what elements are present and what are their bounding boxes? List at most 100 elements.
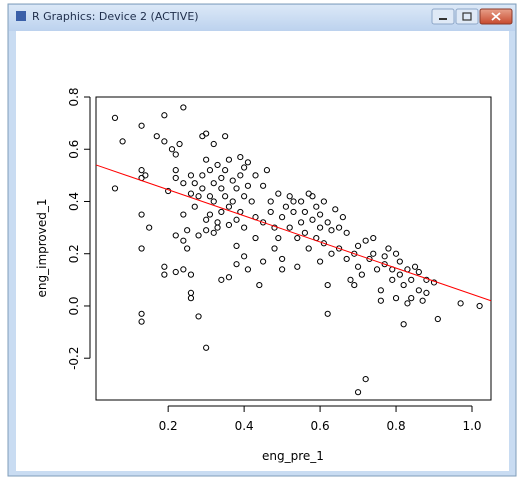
window-title: R Graphics: Device 2 (ACTIVE) bbox=[32, 10, 199, 23]
maximize-glyph bbox=[462, 12, 472, 21]
data-point bbox=[153, 133, 160, 140]
data-point bbox=[195, 193, 202, 200]
data-point bbox=[320, 240, 327, 247]
data-point bbox=[214, 161, 221, 169]
data-point bbox=[184, 227, 191, 234]
data-point bbox=[214, 224, 221, 231]
data-point bbox=[396, 258, 403, 265]
data-point bbox=[195, 232, 202, 239]
data-point bbox=[377, 287, 384, 294]
data-point bbox=[138, 211, 145, 218]
data-point bbox=[373, 266, 381, 273]
data-point bbox=[260, 182, 267, 189]
data-point bbox=[324, 310, 331, 317]
data-point bbox=[316, 224, 324, 231]
data-point bbox=[328, 250, 335, 257]
data-point bbox=[252, 172, 259, 179]
data-point bbox=[172, 174, 179, 182]
data-point bbox=[241, 253, 248, 260]
data-point bbox=[301, 208, 308, 216]
data-point bbox=[411, 263, 419, 270]
y-axis-label: eng_improved_1 bbox=[35, 199, 49, 298]
data-point bbox=[199, 185, 206, 192]
y-tick-label: 0.2 bbox=[67, 244, 81, 263]
data-point bbox=[138, 167, 145, 174]
data-point bbox=[119, 138, 126, 145]
data-point bbox=[248, 198, 255, 205]
x-tick-label: 0.2 bbox=[159, 419, 178, 433]
data-point bbox=[434, 315, 441, 323]
data-point bbox=[244, 266, 252, 273]
data-point bbox=[408, 295, 415, 302]
data-point bbox=[206, 211, 214, 218]
data-point bbox=[256, 281, 263, 289]
plot-device bbox=[16, 31, 509, 471]
data-point bbox=[320, 198, 327, 205]
data-point bbox=[206, 193, 214, 200]
maximize-button[interactable] bbox=[455, 8, 479, 25]
data-point bbox=[335, 245, 343, 252]
data-point bbox=[275, 190, 282, 197]
data-point bbox=[377, 297, 384, 304]
data-point bbox=[218, 185, 225, 192]
y-tick-label: 0.4 bbox=[67, 192, 81, 211]
data-point bbox=[225, 203, 233, 210]
data-point bbox=[332, 206, 339, 213]
data-point bbox=[187, 271, 195, 278]
data-point bbox=[301, 229, 308, 236]
data-point bbox=[305, 245, 312, 252]
data-point bbox=[172, 151, 179, 158]
regression-line bbox=[95, 164, 492, 302]
y-tick-label: 0.0 bbox=[67, 296, 81, 315]
data-point bbox=[279, 214, 286, 221]
data-point bbox=[396, 271, 403, 278]
data-point bbox=[263, 167, 271, 174]
data-point bbox=[339, 214, 346, 221]
close-glyph bbox=[491, 12, 501, 21]
data-point bbox=[279, 266, 286, 273]
data-point bbox=[260, 258, 267, 265]
data-point bbox=[286, 193, 293, 200]
data-point bbox=[180, 237, 187, 244]
data-point bbox=[297, 219, 305, 226]
data-point bbox=[218, 276, 225, 283]
data-point bbox=[203, 130, 210, 137]
data-point bbox=[271, 245, 278, 252]
data-point bbox=[225, 274, 233, 281]
data-point bbox=[313, 203, 320, 210]
data-point bbox=[142, 172, 149, 179]
data-point bbox=[138, 310, 145, 317]
data-point bbox=[419, 297, 426, 304]
scatter-plot: eng_pre_1 eng_improved_1 0.2 0.4 0.6 0.8 1.0… bbox=[35, 87, 492, 463]
y-tick-label: 0.8 bbox=[67, 87, 81, 106]
data-point bbox=[267, 208, 274, 216]
data-point bbox=[184, 245, 191, 252]
data-point bbox=[172, 232, 179, 239]
data-point bbox=[210, 198, 217, 205]
data-point bbox=[233, 242, 240, 249]
data-point bbox=[161, 271, 168, 278]
data-point bbox=[328, 227, 335, 234]
data-point bbox=[354, 242, 362, 249]
data-point bbox=[244, 159, 252, 166]
data-point bbox=[252, 234, 259, 242]
data-point bbox=[195, 313, 202, 320]
x-tick-label: 0.6 bbox=[311, 419, 330, 433]
data-point bbox=[309, 216, 316, 223]
data-point bbox=[203, 344, 210, 351]
data-point bbox=[309, 193, 316, 200]
data-point bbox=[218, 208, 225, 216]
data-point bbox=[297, 198, 305, 205]
data-point bbox=[225, 221, 233, 229]
data-point bbox=[362, 376, 369, 383]
data-point bbox=[347, 276, 354, 283]
data-point bbox=[351, 281, 358, 289]
data-point bbox=[180, 180, 187, 187]
minimize-button[interactable] bbox=[431, 8, 455, 25]
data-point bbox=[316, 258, 324, 265]
data-point bbox=[476, 302, 483, 310]
data-point bbox=[241, 193, 248, 200]
data-point bbox=[180, 104, 187, 111]
data-point bbox=[415, 268, 422, 276]
